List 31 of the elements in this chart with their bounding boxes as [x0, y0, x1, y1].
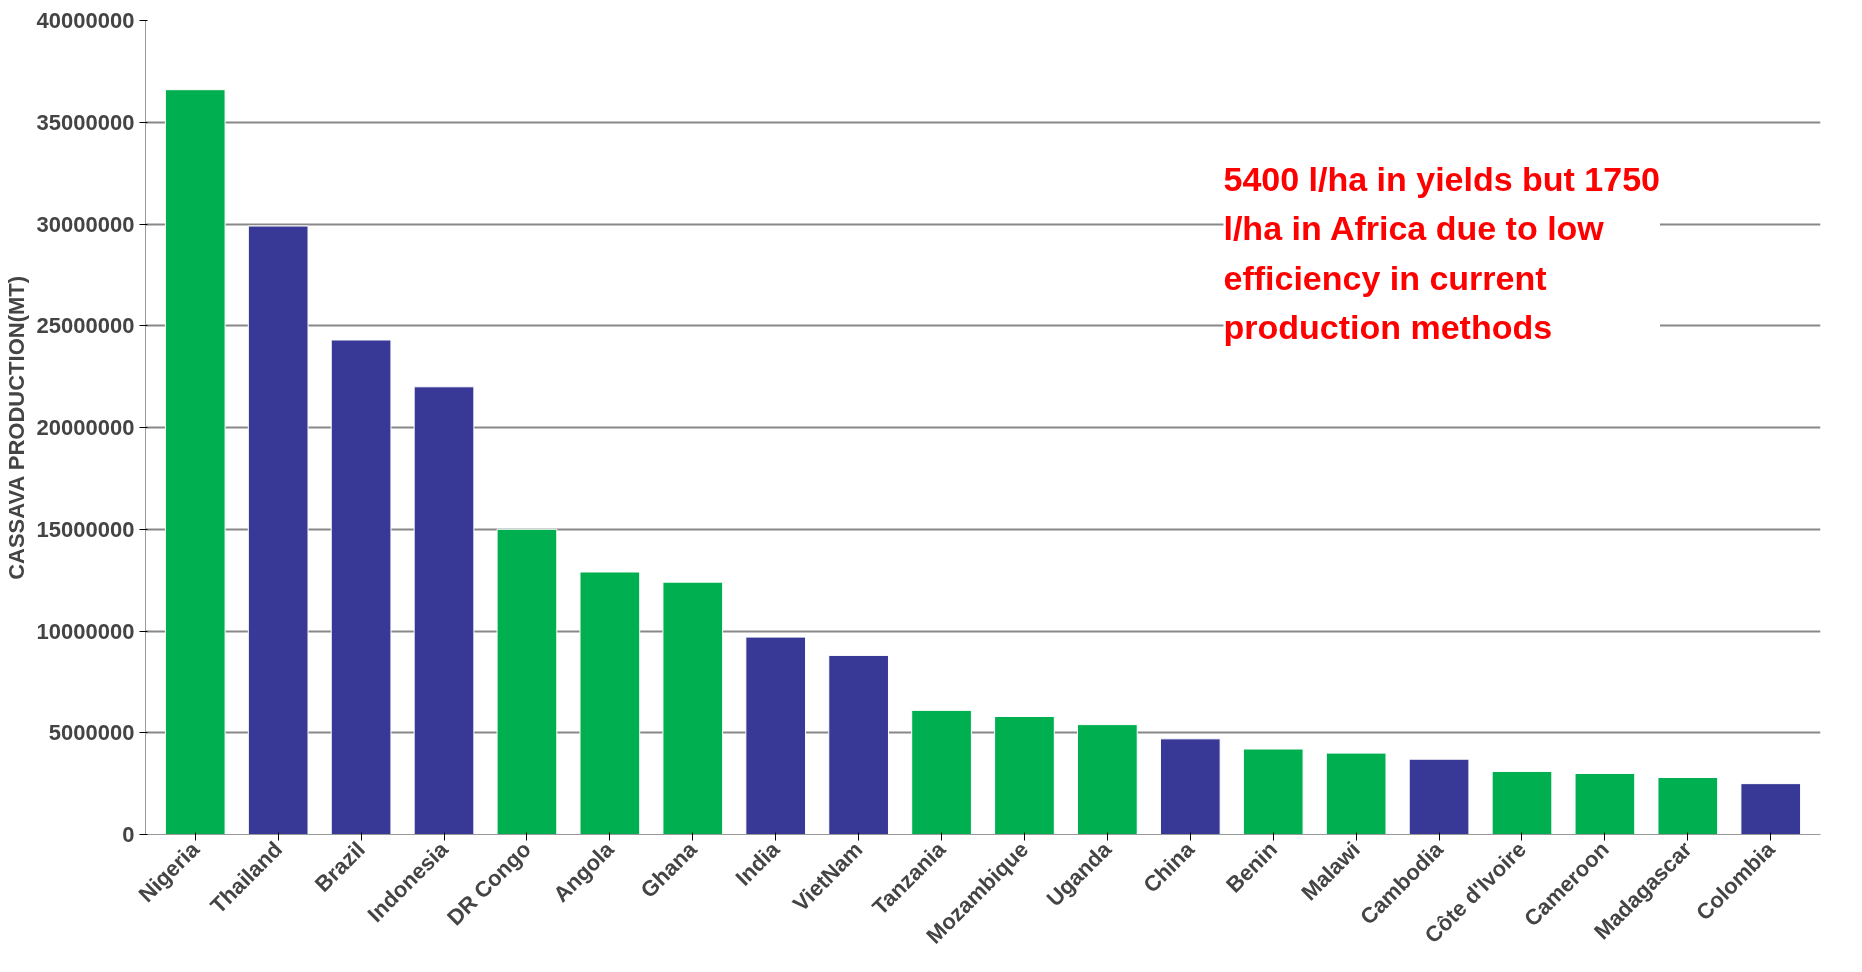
- bar: [1574, 772, 1636, 835]
- bar: [413, 386, 475, 835]
- y-tick-label: 20000000: [36, 415, 135, 440]
- bar: [579, 571, 641, 835]
- bar: [828, 654, 889, 835]
- bar: [994, 715, 1055, 835]
- bar: [1325, 752, 1387, 835]
- bar: [745, 636, 807, 835]
- y-tick-label: 30000000: [36, 211, 135, 237]
- y-tick-label: 10000000: [36, 618, 135, 644]
- bar: [1408, 758, 1470, 835]
- bar: [1159, 738, 1221, 835]
- bar: [496, 528, 558, 835]
- bar: [662, 581, 724, 835]
- bar: [1491, 770, 1553, 835]
- y-tick-label: 0: [122, 822, 135, 847]
- y-tick-label: 15000000: [36, 516, 135, 542]
- bar: [1077, 724, 1138, 835]
- y-tick-label: 35000000: [36, 109, 135, 135]
- bar: [247, 225, 309, 835]
- annotation: 5400 l/ha in yields but 1750 l/ha in Africa due to low efficiency in current production methods: [1223, 159, 1661, 347]
- bar: [911, 709, 972, 835]
- bar: [1657, 777, 1719, 835]
- y-tick-label: 25000000: [36, 313, 135, 339]
- bar: [330, 339, 392, 835]
- bar: [1242, 748, 1304, 835]
- y-axis-title: CASSAVA PRODUCTION(MT): [3, 275, 29, 580]
- y-tick-label: 5000000: [48, 720, 135, 746]
- bar: [1740, 783, 1802, 835]
- bar: [164, 89, 226, 835]
- y-tick-label: 40000000: [36, 8, 135, 33]
